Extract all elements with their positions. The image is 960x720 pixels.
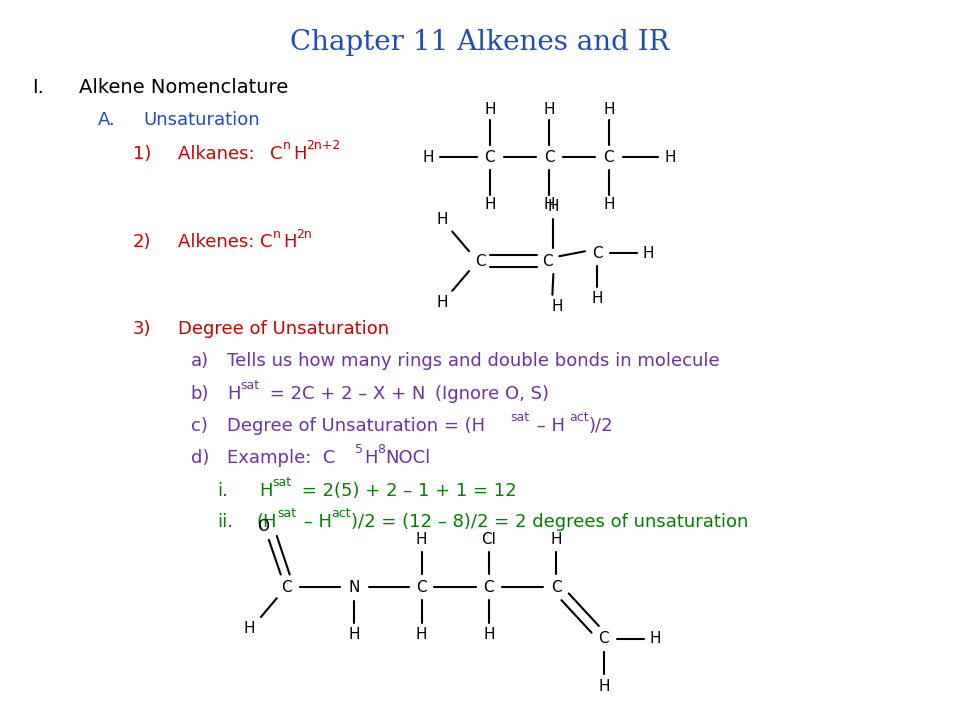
Text: H: H [650,631,661,647]
Text: H: H [422,150,434,165]
Text: C: C [591,246,602,261]
Text: Unsaturation: Unsaturation [143,111,259,129]
Text: C: C [281,580,292,595]
Text: )/2 = (12 – 8)/2 = 2 degrees of unsaturation: )/2 = (12 – 8)/2 = 2 degrees of unsatura… [351,513,749,531]
Text: sat: sat [511,411,530,424]
Text: Alkenes:: Alkenes: [178,233,260,251]
Text: H: H [364,449,377,467]
Text: H: H [664,150,676,165]
Text: (Ignore O, S): (Ignore O, S) [436,384,549,402]
Text: (H: (H [257,513,277,531]
Text: = 2(5) + 2 – 1 + 1 = 12: = 2(5) + 2 – 1 + 1 = 12 [296,482,516,500]
Text: H: H [543,197,555,212]
Text: H: H [552,299,564,314]
Text: H: H [591,291,603,306]
Text: c): c) [190,418,207,436]
Text: H: H [437,212,448,227]
Text: Alkene Nomenclature: Alkene Nomenclature [79,78,288,97]
Text: H: H [598,679,610,693]
Text: H: H [643,246,655,261]
Text: 1): 1) [133,145,152,163]
Text: H: H [437,295,448,310]
Text: C: C [604,150,614,165]
Text: act: act [569,411,588,424]
Text: H: H [259,482,273,500]
Text: C: C [417,580,427,595]
Text: H: H [484,102,495,117]
Text: H: H [603,102,614,117]
Text: H: H [484,197,495,212]
Text: sat: sat [272,476,291,489]
Text: – H: – H [298,513,331,531]
Text: act: act [331,508,351,521]
Text: N: N [348,580,360,595]
Text: 2n: 2n [297,228,312,240]
Text: C: C [544,150,555,165]
Text: A.: A. [98,111,116,129]
Text: H: H [551,532,563,547]
Text: n: n [283,138,291,152]
Text: H: H [603,197,614,212]
Text: i.: i. [217,482,228,500]
Text: 3): 3) [133,320,152,338]
Text: H: H [416,532,427,547]
Text: Example:  C: Example: C [228,449,336,467]
Text: H: H [294,145,307,163]
Text: Chapter 11 Alkenes and IR: Chapter 11 Alkenes and IR [290,29,670,56]
Text: a): a) [190,352,208,370]
Text: 5: 5 [355,443,363,456]
Text: 2): 2) [133,233,152,251]
Text: Tells us how many rings and double bonds in molecule: Tells us how many rings and double bonds… [228,352,720,370]
Text: b): b) [190,384,209,402]
Text: I.: I. [32,78,44,97]
Text: C: C [551,580,562,595]
Text: Alkanes:: Alkanes: [178,145,260,163]
Text: = 2C + 2 – X + N: = 2C + 2 – X + N [264,384,425,402]
Text: H: H [348,627,360,642]
Text: Cl: Cl [482,532,496,547]
Text: )/2: )/2 [589,418,613,436]
Text: Degree of Unsaturation: Degree of Unsaturation [178,320,389,338]
Text: C: C [260,233,273,251]
Text: C: C [270,145,282,163]
Text: sat: sat [240,379,259,392]
Text: H: H [547,199,559,215]
Text: C: C [474,253,486,269]
Text: 8: 8 [377,443,385,456]
Text: H: H [543,102,555,117]
Text: 2n+2: 2n+2 [306,138,341,152]
Text: C: C [599,631,610,647]
Text: H: H [416,627,427,642]
Text: C: C [485,150,495,165]
Text: O: O [257,518,269,534]
Text: n: n [273,228,280,240]
Text: H: H [228,384,241,402]
Text: H: H [483,627,494,642]
Text: d): d) [190,449,209,467]
Text: H: H [284,233,298,251]
Text: sat: sat [277,508,297,521]
Text: – H: – H [531,418,564,436]
Text: H: H [243,621,254,636]
Text: C: C [542,253,553,269]
Text: NOCl: NOCl [385,449,430,467]
Text: ii.: ii. [217,513,233,531]
Text: C: C [484,580,494,595]
Text: Degree of Unsaturation = (H: Degree of Unsaturation = (H [228,418,486,436]
